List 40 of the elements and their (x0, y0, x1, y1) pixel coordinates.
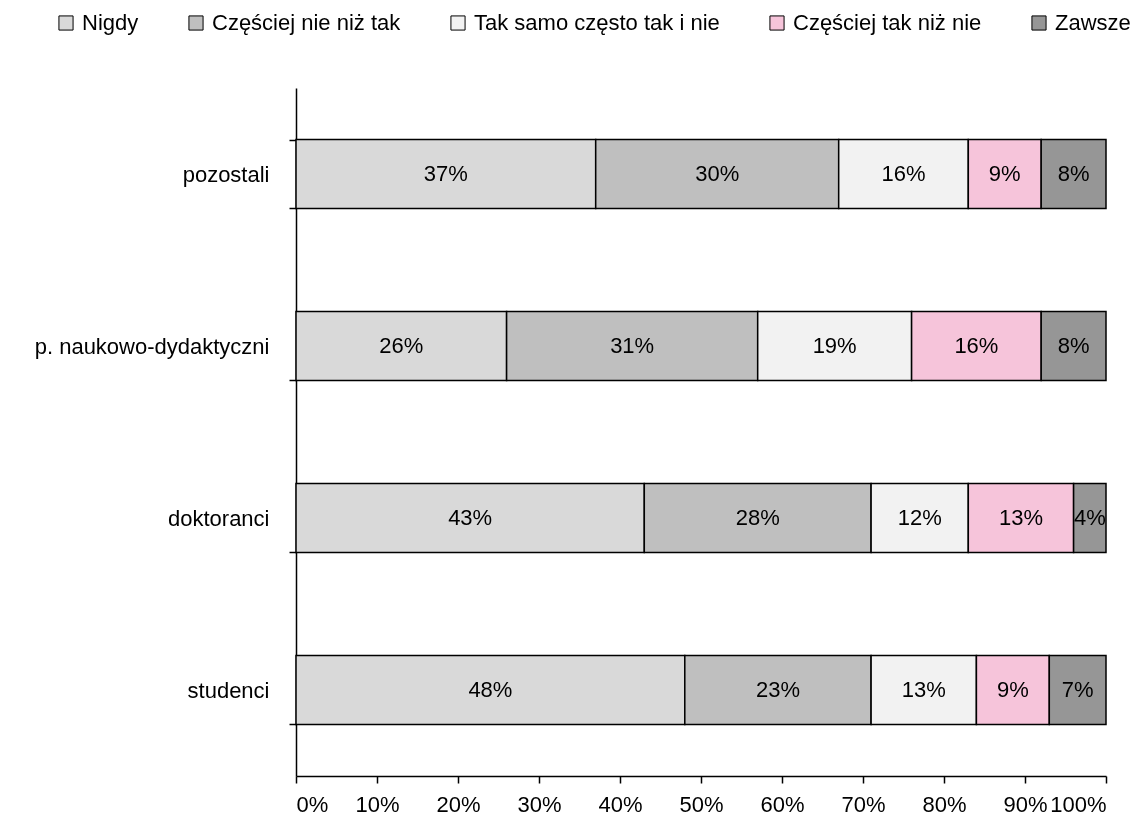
data-label: 16% (954, 333, 999, 358)
data-label: 28% (735, 505, 780, 530)
x-tick-label: 30% (517, 791, 562, 817)
legend-label: Częściej tak niż nie (793, 10, 982, 35)
x-tick-label: 50% (679, 791, 724, 817)
data-label: 37% (423, 161, 468, 186)
x-tick-label: 10% (355, 791, 400, 817)
data-label: 30% (695, 161, 740, 186)
x-tick-label: 100% (1050, 791, 1107, 817)
data-label: 9% (988, 161, 1021, 186)
data-label: 13% (998, 505, 1043, 530)
y-tick-label: pozostali (182, 161, 270, 187)
legend-label: Zawsze (1055, 10, 1131, 35)
data-label: 48% (468, 677, 513, 702)
y-tick-label: studenci (187, 677, 270, 703)
data-label: 12% (897, 505, 942, 530)
legend-label: Częściej nie niż tak (212, 10, 402, 35)
x-tick-label: 40% (598, 791, 643, 817)
x-tick-label: 0% (296, 791, 329, 817)
data-label: 8% (1057, 333, 1090, 358)
data-label: 7% (1061, 677, 1094, 702)
x-tick-label: 80% (922, 791, 967, 817)
legend-label: Tak samo często tak i nie (474, 10, 720, 35)
data-label: 26% (379, 333, 424, 358)
legend-label: Nigdy (82, 10, 139, 35)
y-tick-label: doktoranci (167, 505, 270, 531)
data-label: 31% (610, 333, 655, 358)
data-label: 9% (996, 677, 1029, 702)
data-label: 43% (448, 505, 493, 530)
data-label: 19% (812, 333, 857, 358)
data-label: 8% (1057, 161, 1090, 186)
data-label: 16% (881, 161, 926, 186)
data-label: 4% (1073, 505, 1106, 530)
data-label: 23% (755, 677, 800, 702)
x-tick-label: 60% (760, 791, 805, 817)
x-tick-label: 70% (841, 791, 886, 817)
x-tick-label: 20% (436, 791, 481, 817)
y-tick-label: p. naukowo-dydaktyczni (34, 333, 270, 359)
x-tick-label: 90% (1003, 791, 1048, 817)
data-label: 13% (901, 677, 946, 702)
